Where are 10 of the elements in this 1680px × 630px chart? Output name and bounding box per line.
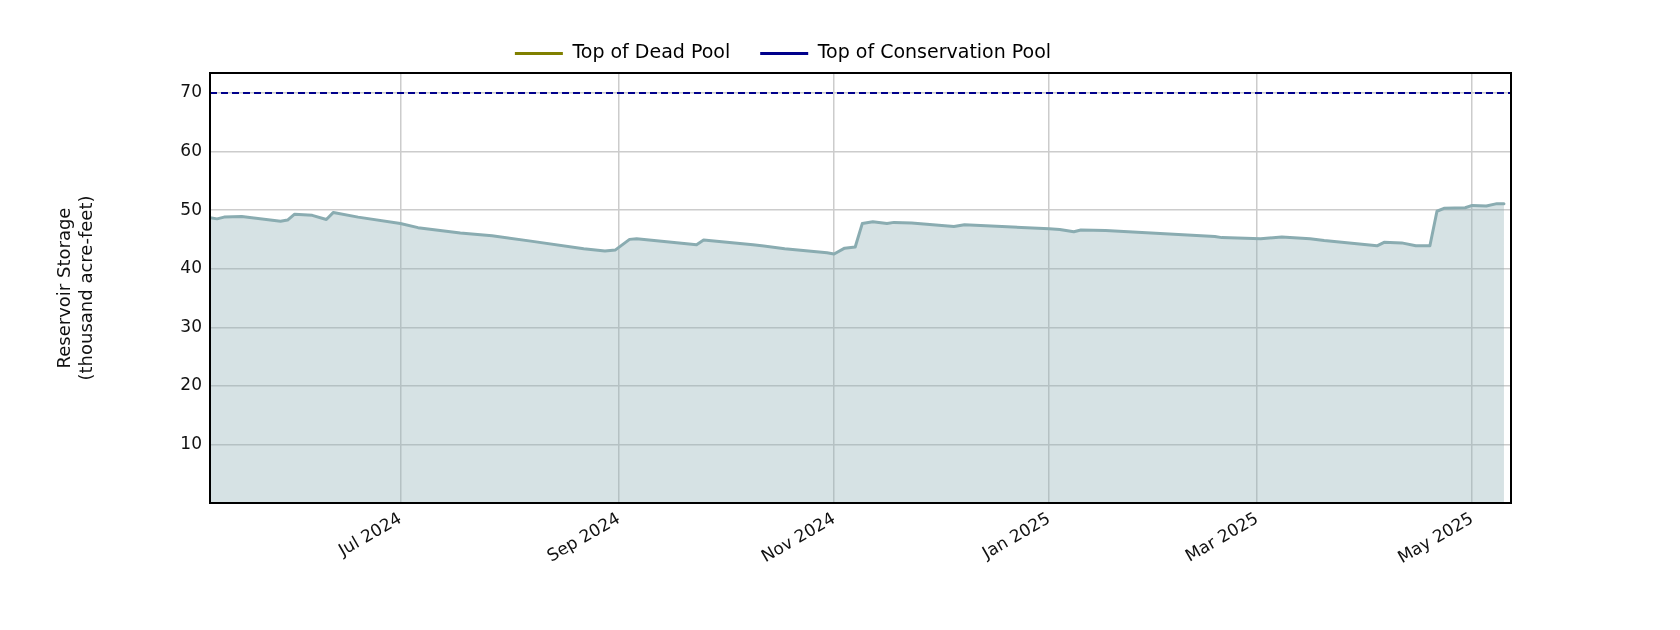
y-tick-label: 40: [180, 257, 202, 278]
text: Top of Dead Pool: [572, 40, 731, 63]
y-axis-title: Reservoir Storage (thousand acre-feet): [53, 195, 97, 381]
y-tick-label: 10: [180, 432, 202, 453]
y-tick-label: 70: [180, 81, 202, 102]
y-tick-label: 20: [180, 374, 202, 395]
y-tick-label: 50: [180, 198, 202, 219]
y-tick-label: 60: [180, 139, 202, 160]
legend-label: Top of Conservation Pool: [816, 40, 1052, 63]
y-tick-label: 30: [180, 315, 202, 336]
